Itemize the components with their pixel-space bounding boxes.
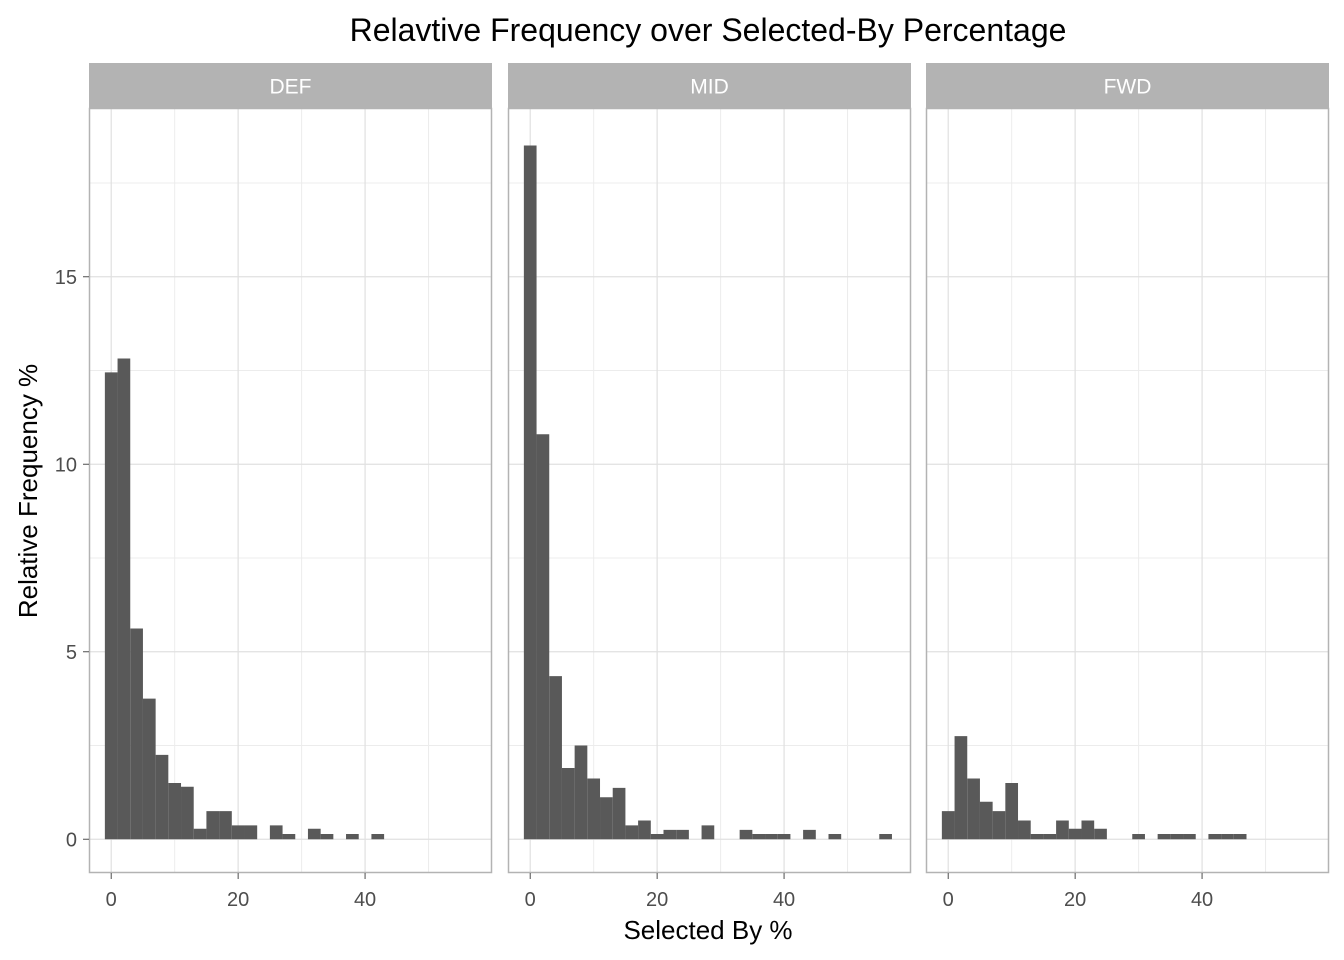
histogram-bar [523,145,537,840]
histogram-bar [1221,834,1234,840]
x-tick-label: 40 [354,889,376,911]
histogram-bar [282,834,296,840]
histogram-bar [954,736,968,840]
histogram-bar [181,786,194,840]
panel-background [508,108,911,873]
y-axis-title: Relative Frequency % [13,364,43,618]
histogram-bar [663,829,677,840]
histogram-bar [1170,834,1184,840]
facet-panel-mid: MID 0 20 40 [507,63,912,911]
histogram-bar [206,811,220,840]
histogram-bar [307,828,321,840]
histogram-bar [765,834,778,840]
histogram-bar [142,698,156,840]
histogram-bar [117,358,131,840]
histogram-bar [561,768,575,840]
y-tick-label: 15 [55,267,77,289]
histogram-bar [941,811,955,840]
histogram-bar [1208,834,1222,840]
y-tick-label: 10 [55,454,77,476]
histogram-bar [1043,834,1057,840]
histogram-bar [1132,834,1145,840]
y-tick-label: 0 [66,829,77,851]
histogram-bar [155,754,169,840]
histogram-bar [625,825,639,840]
facet-panels: DEF 0 20 40 0 5 10 15 MID 0 20 40 FWD 0 20 40 [55,63,1330,911]
histogram-bar [168,783,182,840]
histogram-bar [803,829,816,840]
histogram-bar [320,834,334,840]
panel-border [88,107,493,874]
histogram-bar [879,834,892,840]
histogram-bar [828,834,842,840]
x-tick-label: 0 [943,889,954,911]
facet-panel-def: DEF 0 20 40 0 5 10 15 [55,63,493,911]
facet-strip [508,63,911,108]
histogram-bar [244,825,258,840]
histogram-bar [1081,820,1095,840]
x-tick-label: 0 [106,889,117,911]
histogram-bar [638,820,651,840]
x-tick-label: 20 [227,889,249,911]
histogram-bar [739,829,753,840]
histogram-bar [1068,828,1082,840]
histogram-bar [600,797,613,840]
histogram-bar [536,434,550,840]
histogram-bar [650,834,664,840]
histogram-bar [1233,834,1247,840]
histogram-bar [346,834,359,840]
x-tick-label: 20 [646,889,668,911]
x-axis-title: Selected By % [623,915,792,945]
facet-strip [926,63,1329,108]
panel-background [926,108,1329,873]
facet-strip-label: DEF [270,76,312,99]
histogram-bar [979,801,993,840]
histogram-bar [1056,820,1069,840]
histogram-bar [104,372,118,840]
histogram-bar [967,778,980,840]
histogram-bar [612,787,626,840]
histogram-bar [676,829,689,840]
x-tick-label: 40 [1191,889,1213,911]
histogram-bar [130,628,143,840]
histogram-bar [1030,834,1044,840]
facet-strip [89,63,492,108]
facet-strip-label: FWD [1104,76,1152,99]
x-tick-label: 40 [773,889,795,911]
histogram-bar [992,811,1006,840]
histogram-bar [1157,834,1171,840]
panel-border [507,107,912,874]
histogram-bar [752,834,766,840]
histogram-bar [549,676,562,840]
histogram-bar [587,778,601,840]
histogram-bar [1005,783,1019,840]
histogram-bar [231,825,245,840]
chart-title: Relavtive Frequency over Selected-By Per… [350,12,1067,48]
histogram-bar [1094,828,1107,840]
y-tick-label: 5 [66,642,77,664]
histogram-bar [574,745,588,840]
histogram-bar [701,825,715,840]
facet-strip-label: MID [690,76,729,99]
histogram-bar [371,834,385,840]
x-tick-label: 20 [1064,889,1086,911]
histogram-bar [269,825,283,840]
histogram-bar [219,811,232,840]
panel-border [925,107,1330,874]
histogram-bar [1183,834,1196,840]
facet-panel-fwd: FWD 0 20 40 [925,63,1330,911]
x-tick-label: 0 [525,889,536,911]
histogram-bar [1018,820,1031,840]
histogram-bar [193,828,207,840]
histogram-bar [777,834,791,840]
